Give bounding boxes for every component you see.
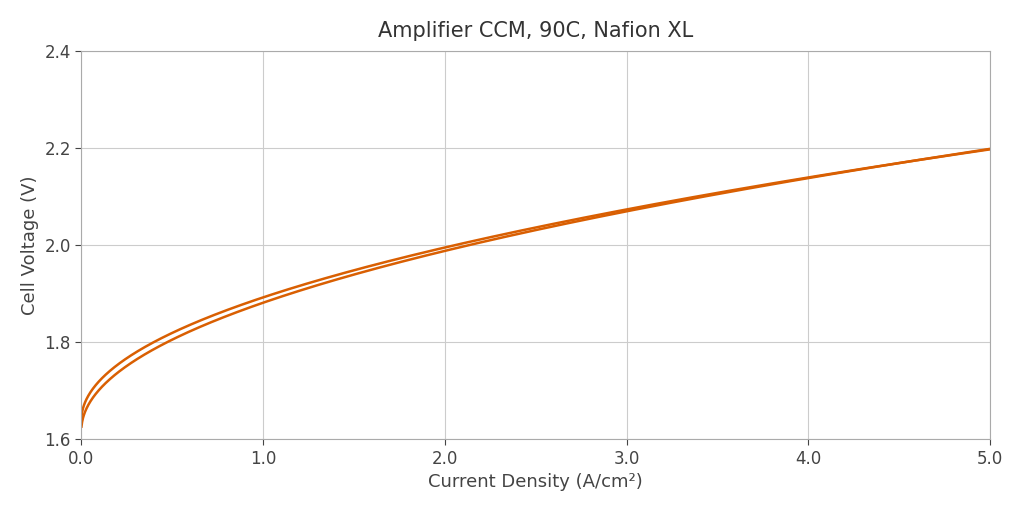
X-axis label: Current Density (A/cm²): Current Density (A/cm²) — [428, 473, 643, 491]
Y-axis label: Cell Voltage (V): Cell Voltage (V) — [20, 175, 39, 315]
Title: Amplifier CCM, 90C, Nafion XL: Amplifier CCM, 90C, Nafion XL — [378, 21, 693, 41]
